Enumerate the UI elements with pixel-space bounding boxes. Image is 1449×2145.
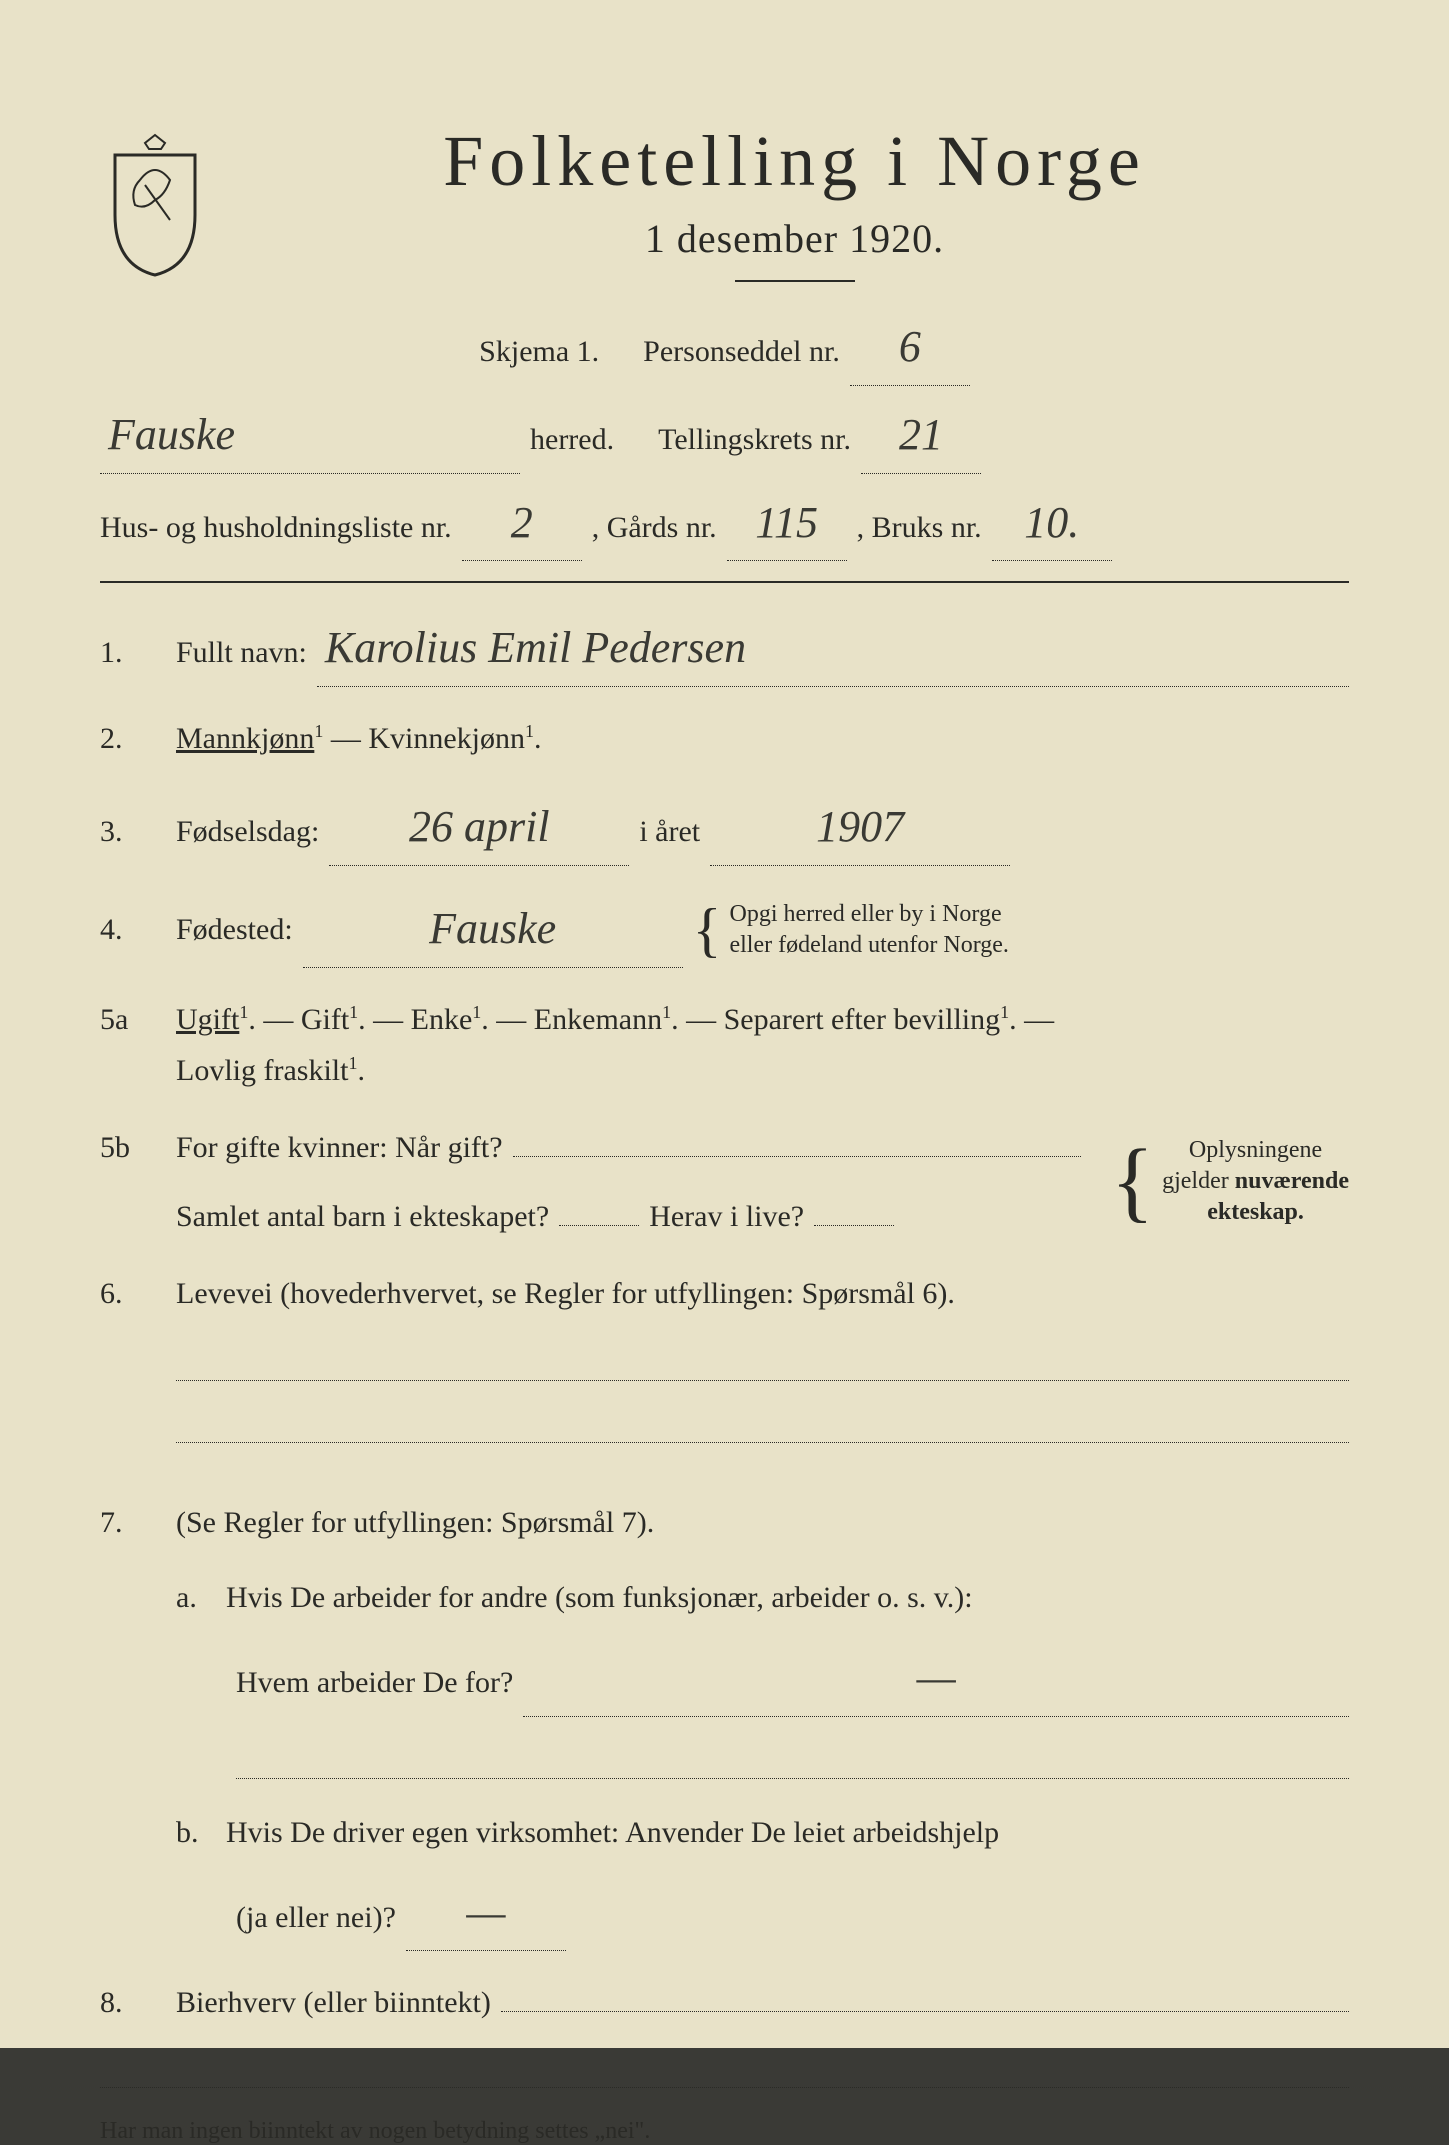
q8-num: 8. — [100, 1977, 156, 2028]
brace-icon: { — [1111, 1146, 1154, 1218]
q1-value: Karolius Emil Pedersen — [317, 611, 1349, 687]
q8-label: Bierhverv (eller biinntekt) — [176, 1977, 491, 2028]
herred-row: Fauske herred. Tellingskrets nr. 21 — [100, 398, 1349, 474]
q6-line2 — [176, 1409, 1349, 1443]
q2-mann: Mannkjønn — [176, 722, 314, 755]
q5a-enke: Enke — [411, 1003, 473, 1036]
q7b-line2: (ja eller nei)? — [236, 1892, 396, 1943]
coat-of-arms-icon — [100, 130, 210, 280]
q8-value — [501, 2011, 1349, 2012]
q5b-barn — [559, 1225, 639, 1226]
q5b-label2: Samlet antal barn i ekteskapet? — [176, 1191, 549, 1242]
q7a-line1: Hvis De arbeider for andre (som funksjon… — [226, 1572, 973, 1623]
q4-value: Fauske — [303, 892, 683, 968]
q6: 6. Levevei (hovederhvervet, se Regler fo… — [100, 1268, 1349, 1471]
hus-label: Hus- og husholdningsliste nr. — [100, 502, 452, 553]
brace-icon: { — [693, 906, 722, 954]
q5a-sep: Separert efter bevilling — [724, 1003, 1001, 1036]
q5b-live — [814, 1225, 894, 1226]
skjema-label: Skjema 1. — [479, 326, 599, 377]
q5a-gift: Gift — [301, 1003, 349, 1036]
q5a-lovlig: Lovlig fraskilt — [176, 1054, 348, 1087]
q5b-gift-year — [513, 1156, 1081, 1157]
q5a-num: 5a — [100, 994, 156, 1045]
q5b-note2: gjelder nuværende — [1162, 1166, 1349, 1197]
hus-row: Hus- og husholdningsliste nr. 2 , Gårds … — [100, 486, 1349, 562]
skjema-row: Skjema 1. Personseddel nr. 6 — [100, 310, 1349, 386]
bottom-divider — [100, 2054, 1349, 2088]
q5b-note1: Oplysningene — [1162, 1135, 1349, 1166]
q5b-note3: ekteskap. — [1162, 1197, 1349, 1228]
form-title: Folketelling i Norge — [240, 120, 1349, 203]
footnote: Har man ingen biinntekt av nogen betydni… — [100, 2118, 1349, 2145]
q7-label: (Se Regler for utfyllingen: Spørsmål 7). — [176, 1506, 654, 1539]
bruks-nr: 10. — [992, 486, 1112, 562]
q7b-line1: Hvis De driver egen virksomhet: Anvender… — [226, 1807, 999, 1858]
q5b-label3: Herav i live? — [649, 1191, 804, 1242]
q3-day: 26 april — [329, 790, 629, 866]
title-divider — [735, 280, 855, 282]
q4-label: Fødested: — [176, 904, 293, 955]
q1: 1. Fullt navn: Karolius Emil Pedersen — [100, 611, 1349, 687]
title-block: Folketelling i Norge 1 desember 1920. — [240, 120, 1349, 300]
q5b-num: 5b — [100, 1122, 156, 1173]
bruks-label: , Bruks nr. — [857, 502, 982, 553]
q5a: 5a Ugift1. — Gift1. — Enke1. — Enkemann1… — [100, 994, 1349, 1096]
q7b-value: — — [406, 1876, 566, 1952]
q7a-line2: Hvem arbeider De for? — [236, 1657, 513, 1708]
header-divider — [100, 581, 1349, 583]
herred-label: herred. — [530, 414, 614, 465]
q7a-num: a. — [176, 1572, 216, 1623]
form-subtitle: 1 desember 1920. — [240, 215, 1349, 262]
q2: 2. Mannkjønn1 — Kvinnekjønn1. — [100, 713, 1349, 764]
q3-mid: i året — [639, 806, 700, 857]
q4: 4. Fødested: Fauske { Opgi herred eller … — [100, 892, 1349, 968]
q3-num: 3. — [100, 806, 156, 857]
q1-num: 1. — [100, 627, 156, 678]
gards-nr: 115 — [727, 486, 847, 562]
q3: 3. Fødselsdag: 26 april i året 1907 — [100, 790, 1349, 866]
q6-line1 — [176, 1347, 1349, 1381]
tellingskrets-label: Tellingskrets nr. — [658, 414, 851, 465]
q4-note: { Opgi herred eller by i Norge eller fød… — [693, 899, 1009, 961]
q7-num: 7. — [100, 1497, 156, 1548]
q5b-label1: For gifte kvinner: Når gift? — [176, 1122, 503, 1173]
hus-nr: 2 — [462, 486, 582, 562]
personseddel-nr: 6 — [850, 310, 970, 386]
q5b-note: { Oplysningene gjelder nuværende ekteska… — [1111, 1135, 1349, 1229]
q5a-ugift: Ugift — [176, 1003, 239, 1036]
tellingskrets-nr: 21 — [861, 398, 981, 474]
personseddel-label: Personseddel nr. — [643, 326, 840, 377]
q1-label: Fullt navn: — [176, 627, 307, 678]
q6-num: 6. — [100, 1268, 156, 1319]
q4-note-line2: eller fødeland utenfor Norge. — [729, 930, 1008, 961]
q3-year: 1907 — [710, 790, 1010, 866]
herred-name: Fauske — [100, 398, 520, 474]
q3-label: Fødselsdag: — [176, 806, 319, 857]
q7a-extra-line — [236, 1745, 1349, 1779]
form-header: Folketelling i Norge 1 desember 1920. — [100, 120, 1349, 300]
q2-kvinne: Kvinnekjønn — [368, 722, 525, 755]
q7a-value: — — [523, 1641, 1349, 1717]
q7b-num: b. — [176, 1807, 216, 1858]
gards-label: , Gårds nr. — [592, 502, 717, 553]
q6-label: Levevei (hovederhvervet, se Regler for u… — [176, 1277, 955, 1310]
q8: 8. Bierhverv (eller biinntekt) — [100, 1977, 1349, 2028]
q5b: 5b For gifte kvinner: Når gift? Samlet a… — [100, 1122, 1349, 1242]
q4-num: 4. — [100, 904, 156, 955]
q7: 7. (Se Regler for utfyllingen: Spørsmål … — [100, 1497, 1349, 1952]
q5a-enkemann: Enkemann — [534, 1003, 662, 1036]
census-form-page: Folketelling i Norge 1 desember 1920. Sk… — [0, 0, 1449, 2048]
q2-num: 2. — [100, 713, 156, 764]
q4-note-line1: Opgi herred eller by i Norge — [729, 899, 1008, 930]
